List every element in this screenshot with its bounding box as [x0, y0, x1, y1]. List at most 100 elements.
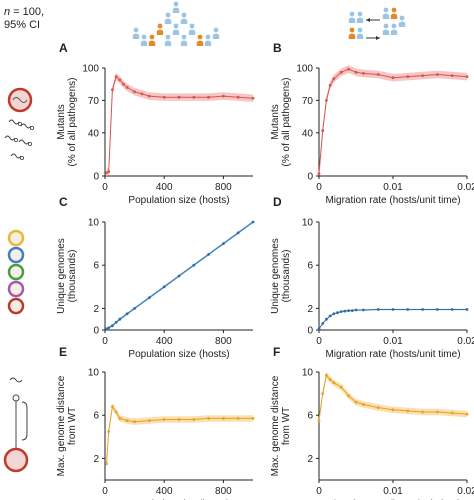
pathogen-icon	[8, 119, 20, 125]
person-body	[348, 33, 356, 39]
person-head	[181, 34, 187, 40]
person-icon	[140, 34, 148, 46]
data-point	[125, 419, 129, 422]
person-icon	[398, 15, 406, 27]
data-point	[162, 418, 166, 421]
data-point	[177, 418, 181, 421]
data-point	[328, 314, 332, 318]
data-point	[325, 317, 328, 321]
data-point	[177, 274, 181, 278]
y-axis-label-line1: Max. genome distance	[270, 375, 281, 476]
person-body	[398, 21, 406, 27]
chain-node-icon	[12, 394, 20, 402]
data-point	[192, 418, 196, 421]
y-axis-label: Mutants(% of all pathogens)	[56, 78, 78, 167]
y-tick-label: 6	[93, 261, 99, 272]
data-point	[465, 308, 469, 311]
person-icon	[390, 23, 398, 35]
y-tick-label: 2	[93, 454, 99, 465]
person-head	[349, 27, 355, 33]
data-point	[376, 308, 380, 311]
y-axis-label: Unique genomes(thousands)	[270, 238, 292, 314]
person-body	[382, 29, 390, 35]
data-point	[321, 129, 325, 133]
person-icon	[164, 34, 172, 46]
x-tick-label: 0	[102, 486, 108, 497]
data-point	[354, 308, 358, 312]
data-point	[317, 172, 321, 176]
data-point	[192, 263, 196, 267]
genome-host-icon	[7, 280, 25, 298]
data-point	[148, 296, 151, 299]
panel-f: 2 6 10 0 0.01 0.02 Migration rate (hosts/unit …	[270, 345, 474, 500]
y-axis-label-line1: Unique genomes	[56, 238, 67, 314]
person-body	[164, 40, 172, 46]
data-point	[177, 95, 181, 99]
wt-pathogen-icon	[9, 377, 23, 383]
data-point	[362, 308, 365, 312]
person-icon	[164, 12, 172, 24]
person-head	[173, 1, 179, 7]
data-point	[125, 86, 129, 89]
x-tick-label: 0	[102, 336, 108, 347]
genome-host-icon	[7, 263, 25, 281]
data-point	[118, 317, 122, 321]
data-point	[317, 327, 321, 331]
data-point	[465, 75, 469, 78]
data-point	[421, 74, 424, 77]
y-axis-label-line2: from WT	[67, 407, 78, 445]
y-tick-label: 0	[93, 326, 99, 337]
person-head	[133, 27, 139, 33]
confidence-band	[319, 372, 467, 424]
person-head	[383, 7, 389, 13]
panel-label: A	[59, 41, 68, 55]
data-point	[347, 67, 350, 71]
data-point	[436, 410, 439, 414]
data-point	[111, 405, 114, 408]
data-point	[332, 312, 336, 316]
panel-label: B	[273, 41, 282, 55]
y-tick-label: 40	[88, 128, 100, 139]
data-point	[122, 82, 125, 86]
data-point	[114, 75, 118, 78]
person-head	[173, 23, 179, 29]
data-point	[118, 417, 122, 420]
person-head	[157, 23, 163, 29]
data-point	[450, 308, 454, 311]
data-point	[376, 406, 380, 409]
person-body	[390, 29, 398, 35]
person-body	[172, 7, 180, 13]
panel-d: 0 2 6 10 0 0.01 0.02 Migration rate (hosts/unit…	[270, 195, 474, 360]
data-point	[114, 321, 118, 324]
person-body	[180, 40, 188, 46]
x-axis-label: Population size (hosts)	[128, 195, 229, 206]
x-tick-label: 0	[102, 182, 108, 193]
person-head	[357, 27, 363, 33]
x-tick-label: 0	[316, 336, 322, 347]
person-head	[357, 11, 363, 17]
y-tick-label: 6	[93, 411, 99, 422]
data-point	[332, 381, 336, 385]
y-axis-label-line1: Max. genome distance	[56, 375, 67, 476]
migration-arrowhead-left	[366, 18, 370, 22]
data-point	[328, 83, 332, 87]
data-point	[325, 373, 328, 377]
y-axis-label-line1: Mutants	[270, 104, 281, 140]
data-point	[251, 220, 255, 224]
person-head	[399, 15, 405, 21]
person-icon	[212, 27, 220, 39]
panel-c: 0 2 6 10 0 400 800 Population size (hosts) Uniqu…	[56, 195, 255, 360]
x-tick-label: 0.02	[457, 182, 474, 193]
data-point	[391, 408, 395, 412]
person-icon	[148, 34, 156, 46]
person-body	[156, 29, 164, 35]
data-point	[207, 417, 211, 420]
y-axis-label-line1: Mutants	[56, 104, 67, 140]
series-line	[106, 405, 253, 464]
series-line	[318, 68, 468, 174]
y-tick-label: 40	[302, 128, 314, 139]
y-tick-label: 2	[93, 304, 99, 315]
y-tick-label: 2	[307, 454, 313, 465]
data-point	[436, 308, 439, 311]
